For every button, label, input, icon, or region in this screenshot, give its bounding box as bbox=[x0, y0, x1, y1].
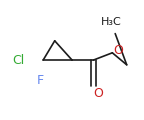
Text: Cl: Cl bbox=[13, 54, 25, 66]
Text: O: O bbox=[93, 87, 103, 100]
Text: H₃C: H₃C bbox=[101, 17, 121, 27]
Text: F: F bbox=[37, 74, 44, 87]
Text: O: O bbox=[113, 44, 123, 57]
